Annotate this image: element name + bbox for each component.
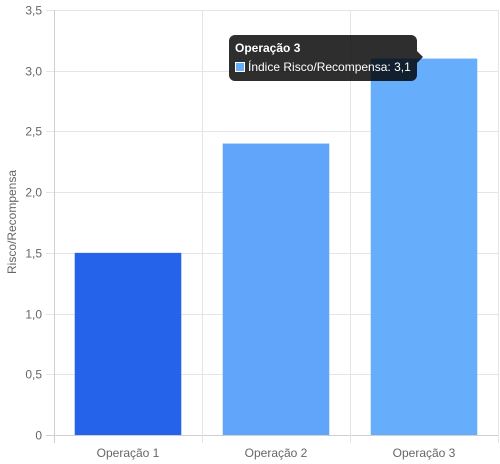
y-tick-label: 2,5	[25, 125, 42, 139]
y-tick-label: 2,0	[25, 186, 42, 200]
tooltip-swatch	[235, 62, 245, 72]
bar-3[interactable]	[370, 58, 478, 435]
bars	[74, 58, 478, 436]
tooltip-label: Índice Risco/Recompensa: 3,1	[248, 60, 411, 74]
x-tick-label: Operação 1	[97, 446, 160, 460]
bar-2[interactable]	[222, 143, 330, 436]
y-axis-title: Risco/Recompensa	[5, 170, 19, 274]
y-tick-label: 1,0	[25, 308, 42, 322]
y-tick-label: 3,0	[25, 65, 42, 79]
tooltip-body: Índice Risco/Recompensa: 3,1	[235, 60, 411, 74]
x-tick-label: Operação 3	[393, 446, 456, 460]
chart-tooltip: Operação 3 Índice Risco/Recompensa: 3,1	[229, 35, 423, 81]
tooltip-title: Operação 3	[235, 41, 301, 55]
x-axis-ticks: Operação 1 Operação 2 Operação 3	[97, 446, 456, 460]
x-tick-label: Operação 2	[245, 446, 308, 460]
y-tick-label: 0,5	[25, 368, 42, 382]
y-tick-label: 0	[35, 429, 42, 443]
y-tick-label: 1,5	[25, 247, 42, 261]
bar-1[interactable]	[74, 252, 182, 435]
y-tick-label: 3,5	[25, 4, 42, 18]
y-axis-ticks: 0 0,5 1,0 1,5 2,0 2,5 3,0 3,5	[25, 4, 42, 443]
